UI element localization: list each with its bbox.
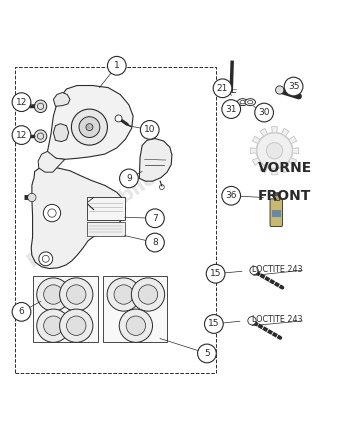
Polygon shape bbox=[47, 85, 133, 159]
Ellipse shape bbox=[237, 99, 248, 106]
Text: 7: 7 bbox=[152, 214, 158, 223]
Circle shape bbox=[86, 124, 93, 131]
FancyBboxPatch shape bbox=[270, 199, 283, 227]
Circle shape bbox=[284, 77, 303, 96]
Circle shape bbox=[44, 285, 63, 304]
Text: 15: 15 bbox=[208, 319, 220, 329]
Polygon shape bbox=[260, 128, 268, 136]
Text: FRONT: FRONT bbox=[258, 190, 311, 203]
Polygon shape bbox=[251, 148, 256, 154]
Polygon shape bbox=[38, 151, 65, 172]
Ellipse shape bbox=[245, 99, 255, 106]
Polygon shape bbox=[282, 128, 289, 136]
Circle shape bbox=[267, 143, 283, 159]
Text: 15: 15 bbox=[210, 269, 221, 278]
Text: 12: 12 bbox=[16, 131, 27, 139]
Text: 31: 31 bbox=[226, 105, 237, 114]
Circle shape bbox=[114, 285, 133, 304]
Circle shape bbox=[126, 316, 145, 335]
Circle shape bbox=[255, 103, 274, 122]
Text: 36: 36 bbox=[226, 191, 237, 200]
Circle shape bbox=[198, 344, 216, 363]
Polygon shape bbox=[271, 127, 277, 133]
Text: LOCTITE 243: LOCTITE 243 bbox=[252, 315, 302, 324]
Polygon shape bbox=[31, 167, 126, 268]
Text: 6: 6 bbox=[18, 308, 24, 316]
Text: 5: 5 bbox=[204, 349, 210, 358]
Text: 21: 21 bbox=[217, 84, 228, 93]
Circle shape bbox=[79, 117, 100, 138]
Circle shape bbox=[115, 115, 122, 122]
Bar bbox=[274, 194, 279, 200]
Polygon shape bbox=[282, 165, 289, 173]
Bar bbox=[272, 209, 281, 216]
Circle shape bbox=[34, 100, 47, 113]
Text: ©: © bbox=[86, 124, 93, 130]
Circle shape bbox=[205, 315, 223, 334]
Circle shape bbox=[66, 316, 86, 335]
Circle shape bbox=[28, 193, 36, 202]
Circle shape bbox=[138, 285, 158, 304]
Circle shape bbox=[131, 278, 165, 311]
Bar bbox=[103, 276, 167, 342]
Circle shape bbox=[60, 309, 93, 342]
Polygon shape bbox=[139, 139, 172, 181]
Circle shape bbox=[108, 56, 126, 75]
Text: PartsRepublic: PartsRepublic bbox=[23, 169, 159, 271]
Circle shape bbox=[60, 278, 93, 311]
Text: 30: 30 bbox=[258, 108, 270, 117]
Circle shape bbox=[250, 266, 258, 275]
Circle shape bbox=[37, 309, 70, 342]
Circle shape bbox=[12, 126, 31, 144]
Circle shape bbox=[119, 309, 152, 342]
Circle shape bbox=[71, 109, 108, 145]
Circle shape bbox=[256, 132, 293, 169]
Text: 1: 1 bbox=[114, 61, 120, 70]
Text: 10: 10 bbox=[144, 125, 156, 134]
Text: 9: 9 bbox=[126, 174, 132, 183]
Polygon shape bbox=[53, 124, 69, 142]
Bar bbox=[15, 67, 216, 373]
Circle shape bbox=[222, 100, 240, 118]
Bar bbox=[87, 222, 126, 235]
Circle shape bbox=[140, 121, 159, 139]
Circle shape bbox=[66, 285, 86, 304]
Circle shape bbox=[37, 278, 70, 311]
Circle shape bbox=[12, 93, 31, 111]
Text: 12: 12 bbox=[16, 98, 27, 106]
Circle shape bbox=[44, 205, 61, 222]
Circle shape bbox=[34, 130, 47, 143]
Polygon shape bbox=[289, 158, 297, 165]
Bar bbox=[87, 198, 126, 220]
Circle shape bbox=[222, 187, 240, 205]
Circle shape bbox=[12, 302, 31, 321]
Text: 35: 35 bbox=[288, 82, 299, 91]
Circle shape bbox=[39, 252, 53, 266]
Circle shape bbox=[44, 316, 63, 335]
Circle shape bbox=[276, 86, 284, 94]
Circle shape bbox=[120, 169, 138, 188]
Circle shape bbox=[213, 79, 232, 98]
Circle shape bbox=[107, 278, 140, 311]
Bar bbox=[33, 276, 98, 342]
Polygon shape bbox=[292, 148, 299, 154]
Bar bbox=[273, 192, 279, 194]
Polygon shape bbox=[260, 165, 268, 173]
Circle shape bbox=[248, 316, 256, 325]
Polygon shape bbox=[271, 169, 277, 175]
Polygon shape bbox=[252, 158, 260, 165]
Circle shape bbox=[206, 264, 225, 283]
Polygon shape bbox=[252, 136, 260, 143]
Text: 8: 8 bbox=[152, 238, 158, 247]
Polygon shape bbox=[289, 136, 297, 143]
Circle shape bbox=[145, 209, 164, 227]
Circle shape bbox=[145, 233, 164, 252]
Text: VORNE: VORNE bbox=[258, 161, 312, 175]
Polygon shape bbox=[53, 92, 70, 106]
Text: LOCTITE 243: LOCTITE 243 bbox=[252, 265, 302, 274]
